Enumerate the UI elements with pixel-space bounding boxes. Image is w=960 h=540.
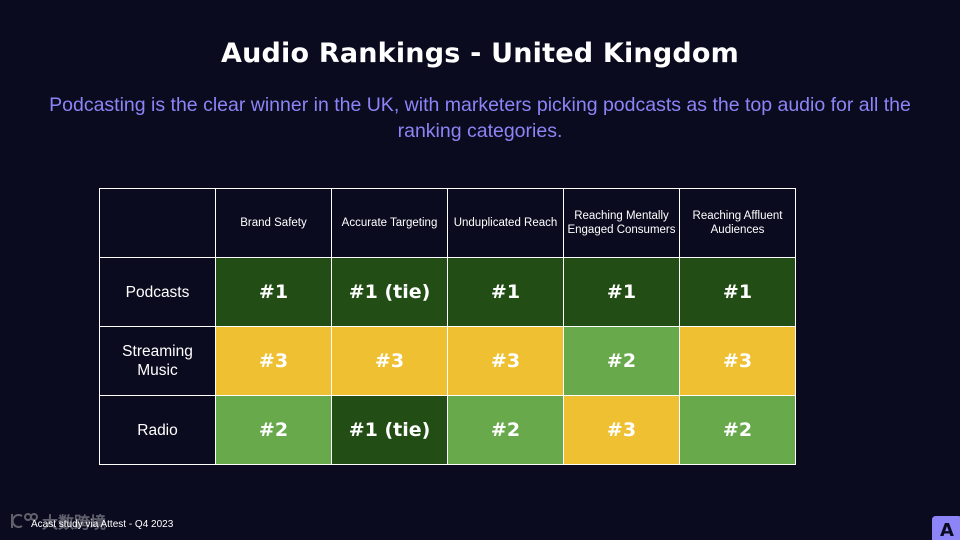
rank-cell: #1 (tie) — [331, 257, 448, 327]
rank-cell: #1 — [679, 257, 796, 327]
rank-cell: #3 — [215, 326, 332, 396]
rank-cell: #3 — [331, 326, 448, 396]
column-header: Reaching Mentally Engaged Consumers — [563, 188, 680, 258]
column-header: Brand Safety — [215, 188, 332, 258]
rank-cell: #1 — [563, 257, 680, 327]
table-row: Podcasts #1 #1 (tie) #1 #1 #1 — [99, 257, 796, 327]
slide-title: Audio Rankings - United Kingdom — [220, 38, 739, 69]
rank-cell: #3 — [447, 326, 564, 396]
row-header: Podcasts — [99, 257, 216, 327]
column-header: Unduplicated Reach — [447, 188, 564, 258]
brand-logo-letter: A — [940, 520, 954, 540]
header-row: Brand Safety Accurate Targeting Unduplic… — [99, 188, 796, 258]
row-header: Radio — [99, 395, 216, 465]
rank-cell: #2 — [679, 395, 796, 465]
column-header: Reaching Affluent Audiences — [679, 188, 796, 258]
rank-cell: #2 — [215, 395, 332, 465]
corner-cell — [99, 188, 216, 258]
ranking-table: Brand Safety Accurate Targeting Unduplic… — [99, 188, 796, 465]
source-footnote: Acast study via Attest - Q4 2023 — [31, 519, 174, 530]
rank-cell: #2 — [447, 395, 564, 465]
row-header: Streaming Music — [99, 326, 216, 396]
table-row: Radio #2 #1 (tie) #2 #3 #2 — [99, 395, 796, 465]
column-header: Accurate Targeting — [331, 188, 448, 258]
rank-cell: #3 — [563, 395, 680, 465]
rank-cell: #1 — [447, 257, 564, 327]
rank-cell: #1 (tie) — [331, 395, 448, 465]
rank-cell: #1 — [215, 257, 332, 327]
brand-logo: A — [932, 516, 960, 540]
watermark-logo: 大数跨境 — [11, 513, 106, 532]
rank-cell: #2 — [563, 326, 680, 396]
slide-subtitle: Podcasting is the clear winner in the UK… — [49, 94, 911, 142]
rank-cell: #3 — [679, 326, 796, 396]
watermark-text: 大数跨境 — [42, 513, 106, 532]
table-row: Streaming Music #3 #3 #3 #2 #3 — [99, 326, 796, 396]
